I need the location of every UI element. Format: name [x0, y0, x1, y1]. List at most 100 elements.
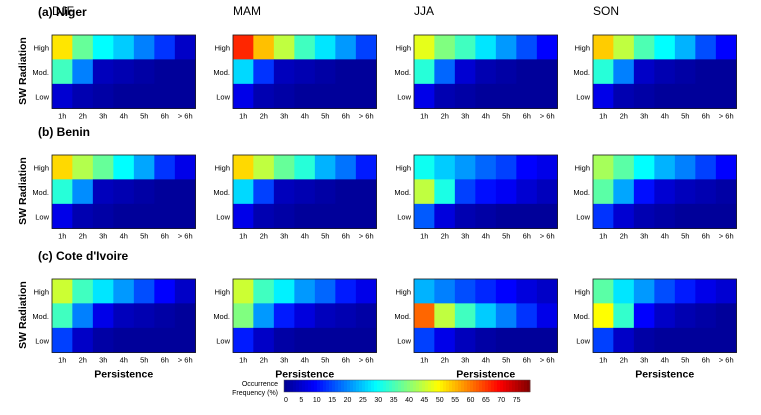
heatmap-cell [434, 203, 456, 229]
heatmap-cell [715, 154, 737, 180]
colorbar-segment [296, 380, 300, 392]
x-tick-label: 5h [681, 356, 689, 365]
panel-frame [592, 154, 737, 229]
x-tick-label: 1h [239, 356, 247, 365]
x-tick-label: 6h [161, 232, 169, 241]
heatmap-cell [314, 278, 336, 304]
heatmap-cell [92, 303, 114, 329]
y-tick-label: Low [216, 336, 230, 345]
y-tick-label: Mod. [573, 188, 590, 197]
y-tick-label: Low [397, 336, 411, 345]
heatmap-cell [475, 83, 497, 109]
heatmap-cell [516, 327, 538, 353]
heatmap-cell [253, 303, 275, 329]
x-tick-label: 4h [661, 232, 669, 241]
x-tick-label: 2h [260, 232, 268, 241]
heatmap-cell [314, 303, 336, 329]
x-tick-label: 1h [58, 112, 66, 121]
heatmap-cell [335, 327, 357, 353]
heatmap-cell [613, 83, 635, 109]
colorbar-title-units: Frequency (%) [232, 390, 278, 397]
heatmap-cell [475, 34, 497, 60]
heatmap-cell [715, 59, 737, 85]
heatmap-cell [715, 278, 737, 304]
panel-frame [232, 278, 377, 353]
heatmap-cell [434, 83, 456, 109]
colorbar-tick-label: 5 [299, 397, 303, 404]
panel-frame [413, 34, 558, 109]
colorbar-tick-label: 30 [374, 397, 382, 404]
heatmap-cell [715, 34, 737, 60]
heatmap-cell [232, 59, 254, 85]
heatmap-cell [335, 303, 357, 329]
colorbar-segment [527, 380, 531, 392]
y-tick-label: Low [35, 92, 49, 101]
colorbar-segment [371, 380, 375, 392]
y-tick-label: Low [397, 212, 411, 221]
x-tick-label: 4h [482, 232, 490, 241]
heatmap-cell [495, 179, 517, 205]
heatmap-cell [232, 179, 254, 205]
heatmap-cell [536, 179, 558, 205]
y-tick-label: High [215, 43, 230, 52]
colorbar-segment [302, 380, 306, 392]
y-tick-label: Mod. [573, 312, 590, 321]
x-tick-label: 6h [702, 356, 710, 365]
heatmap-cell [355, 34, 377, 60]
colorbar-segment [344, 380, 348, 392]
colorbar-segment [335, 380, 339, 392]
colorbar-tick-label: 55 [451, 397, 459, 404]
heatmap-cell [51, 34, 73, 60]
heatmap-cell [592, 59, 614, 85]
colorbar-segment [491, 380, 495, 392]
heatmap-cell [413, 303, 435, 329]
colorbar-segment [407, 380, 411, 392]
heatmap-cell [232, 327, 254, 353]
x-tick-label: > 6h [178, 232, 193, 241]
heatmap-cell [133, 34, 155, 60]
heatmap-cell [174, 303, 196, 329]
heatmap-cell [154, 303, 176, 329]
x-tick-label: 1h [239, 232, 247, 241]
x-tick-label: 3h [461, 112, 469, 121]
colorbar-segment [347, 380, 351, 392]
heatmap-cell [92, 278, 114, 304]
heatmap-cell [454, 59, 476, 85]
heatmap-cell [51, 203, 73, 229]
colorbar-tick-label: 60 [467, 397, 475, 404]
heatmap-cell [232, 83, 254, 109]
colorbar-tick-label: 75 [513, 397, 521, 404]
x-tick-label: > 6h [359, 112, 374, 121]
heatmap-cell [232, 278, 254, 304]
x-tick-label: 6h [342, 356, 350, 365]
colorbar-segment [341, 380, 345, 392]
heatmap-cell [335, 278, 357, 304]
season-label: MAM [233, 4, 261, 18]
heatmap-cell [154, 59, 176, 85]
panel-frame [413, 278, 558, 353]
colorbar-tick-label: 70 [497, 397, 505, 404]
panel-frame [51, 34, 196, 109]
colorbar-segment [287, 380, 291, 392]
heatmap-cell [674, 303, 696, 329]
colorbar-segment [383, 380, 387, 392]
heatmap-cell [633, 34, 655, 60]
y-tick-label: Low [576, 92, 590, 101]
x-tick-label: 5h [321, 112, 329, 121]
x-tick-label: 6h [702, 232, 710, 241]
heatmap-cell [695, 83, 717, 109]
panel-frame [232, 34, 377, 109]
colorbar-segment [314, 380, 318, 392]
heatmap-cell [273, 327, 295, 353]
heatmap-cell [495, 278, 517, 304]
season-label: DJF [52, 4, 74, 18]
heatmap-cell [335, 154, 357, 180]
colorbar-segment [455, 380, 459, 392]
y-tick-label: High [34, 287, 49, 296]
colorbar-segment [404, 380, 408, 392]
heatmap-cell [273, 179, 295, 205]
heatmap-cell [273, 59, 295, 85]
heatmap-cell [314, 59, 336, 85]
heatmap-cell [92, 83, 114, 109]
x-tick-label: 3h [640, 232, 648, 241]
